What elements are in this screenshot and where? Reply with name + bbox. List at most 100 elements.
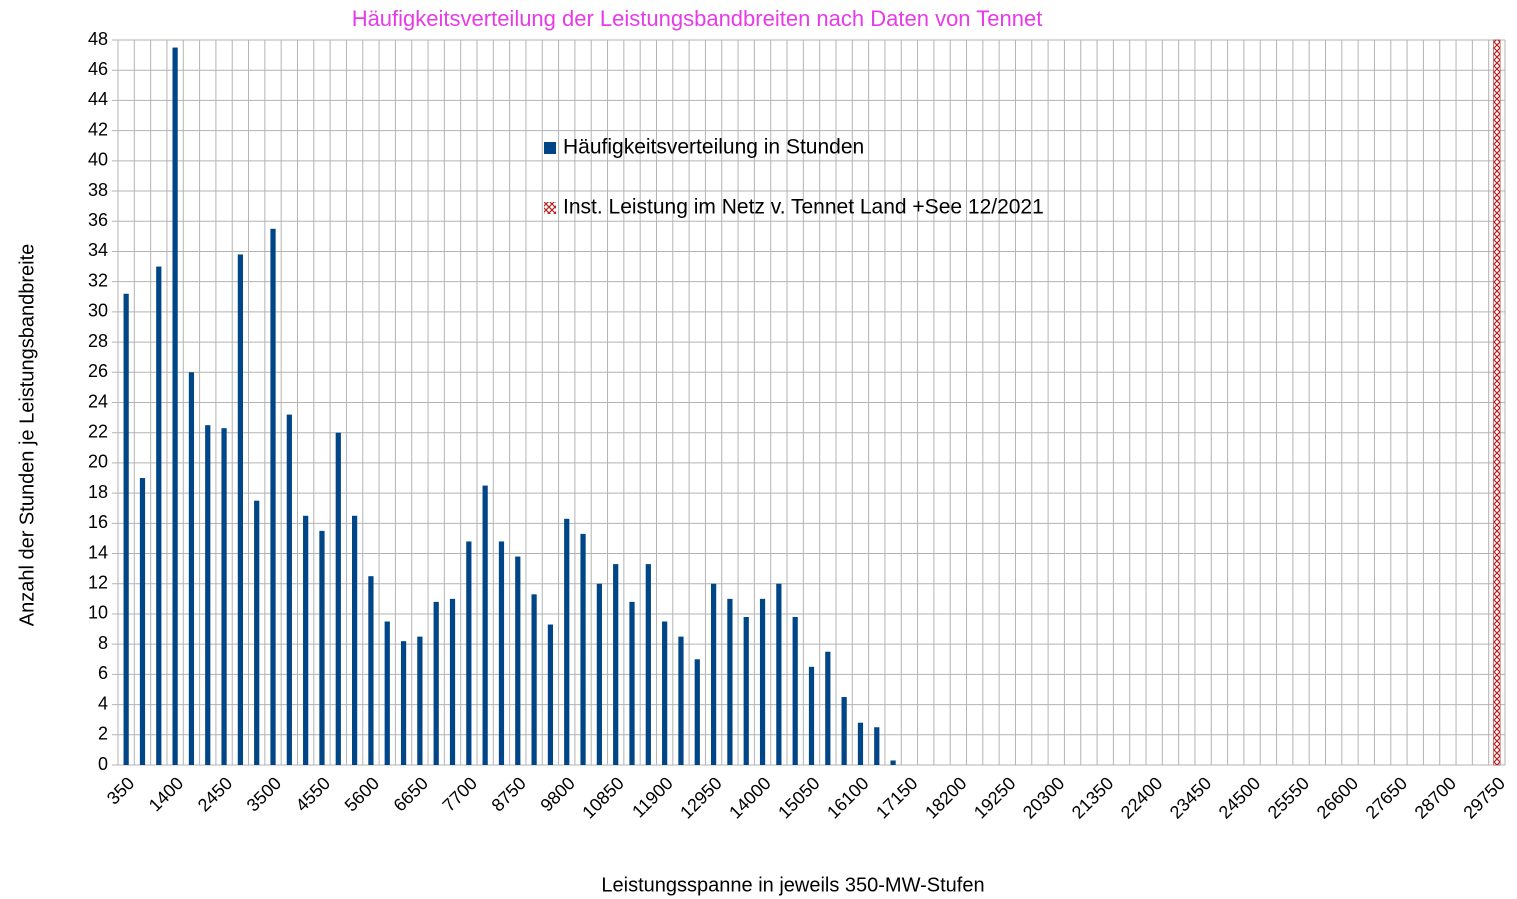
x-tick-label: 6650 (390, 773, 432, 815)
bar (776, 583, 782, 765)
bar (139, 478, 146, 765)
y-tick-label: 24 (88, 391, 108, 411)
bar (1493, 39, 1501, 766)
y-tick-label: 8 (98, 633, 108, 653)
bar (759, 598, 766, 765)
legend-label: Inst. Leistung im Netz v. Tennet Land +S… (563, 196, 1044, 219)
bar (629, 601, 635, 765)
bar (156, 266, 162, 765)
legend-swatch (544, 202, 556, 214)
bar (792, 616, 798, 765)
bar (874, 727, 880, 765)
y-tick-label: 40 (88, 150, 108, 170)
bar (123, 293, 129, 765)
bar (303, 515, 309, 765)
y-tick-label: 34 (88, 240, 108, 260)
x-tick-label: 17150 (872, 773, 922, 823)
y-tick-label: 28 (88, 331, 108, 351)
x-tick-label: 12950 (676, 773, 726, 823)
x-tick-label: 3500 (243, 773, 285, 815)
bar (205, 425, 211, 765)
x-tick-label: 11900 (628, 773, 677, 822)
y-tick-label: 30 (88, 301, 108, 321)
bar (449, 598, 456, 765)
bar (417, 636, 423, 765)
y-tick-label: 16 (88, 512, 108, 532)
y-tick-label: 4 (98, 693, 108, 713)
y-tick-label: 10 (88, 603, 108, 623)
bar (531, 594, 537, 765)
y-tick-label: 6 (98, 663, 108, 683)
y-tick-label: 14 (88, 542, 108, 562)
x-tick-label: 9800 (536, 773, 578, 815)
bar (498, 541, 505, 765)
y-tick-label: 26 (88, 361, 108, 381)
bar (319, 530, 325, 765)
legend-label: Häufigkeitsverteilung in Stunden (563, 136, 864, 159)
x-tick-label: 5600 (341, 773, 383, 815)
x-tick-label: 2450 (194, 773, 236, 815)
bar (710, 583, 717, 765)
x-tick-label: 18200 (921, 773, 971, 823)
bar (547, 624, 554, 765)
bar (808, 666, 815, 765)
x-tick-label: 23450 (1166, 773, 1216, 823)
x-tick-label: 1400 (145, 773, 187, 815)
bar (368, 576, 374, 765)
x-tick-label: 24500 (1215, 773, 1265, 823)
x-tick-label: 4550 (292, 773, 334, 815)
bar (515, 556, 521, 765)
x-tick-label: 22400 (1117, 773, 1167, 823)
x-tick-label: 14000 (725, 773, 775, 823)
x-tick-label: 25550 (1264, 773, 1314, 823)
bar (727, 598, 733, 765)
x-tick-label: 8750 (488, 773, 530, 815)
bar (172, 47, 178, 766)
y-tick-label: 48 (88, 29, 108, 49)
x-axis-label: Leistungsspanne in jeweils 350-MW-Stufen (601, 874, 984, 896)
y-tick-label: 44 (88, 89, 108, 109)
x-tick-label: 10850 (578, 773, 628, 823)
bar (335, 432, 341, 765)
bar (384, 621, 390, 765)
y-tick-label: 38 (88, 180, 108, 200)
bar (645, 564, 651, 765)
y-tick-label: 20 (88, 452, 108, 472)
y-tick-label: 2 (98, 724, 108, 744)
x-tick-label: 21350 (1068, 773, 1118, 823)
bar (678, 636, 684, 765)
bar (564, 518, 570, 765)
x-tick-label: 19250 (970, 773, 1020, 823)
y-tick-label: 42 (88, 119, 108, 139)
x-tick-label: 20300 (1019, 773, 1069, 823)
y-axis-label: Anzahl der Stunden je Leistungsbandbreit… (16, 244, 38, 627)
bar (237, 254, 243, 765)
bar (351, 515, 358, 765)
bar (188, 372, 195, 765)
bar (743, 616, 749, 765)
x-tick-label: 7700 (439, 773, 481, 815)
x-tick-label: 350 (103, 773, 138, 808)
bar (857, 722, 864, 765)
bar (482, 485, 488, 765)
legend-swatch (544, 142, 556, 154)
bar (694, 659, 700, 765)
y-tick-label: 36 (88, 210, 108, 230)
x-tick-label: 15050 (774, 773, 824, 823)
bar (613, 564, 619, 765)
bar (400, 641, 407, 765)
bar (890, 760, 896, 765)
x-tick-label: 16100 (823, 773, 873, 823)
y-tick-label: 46 (88, 59, 108, 79)
bar (825, 651, 831, 765)
bar (433, 601, 439, 765)
x-tick-label: 27650 (1362, 773, 1412, 823)
y-tick-label: 18 (88, 482, 108, 502)
bar (221, 428, 227, 765)
bar (662, 621, 668, 765)
bar (286, 414, 292, 765)
y-tick-label: 0 (98, 754, 108, 774)
chart-title: Häufigkeitsverteilung der Leistungsbandb… (352, 6, 1043, 31)
